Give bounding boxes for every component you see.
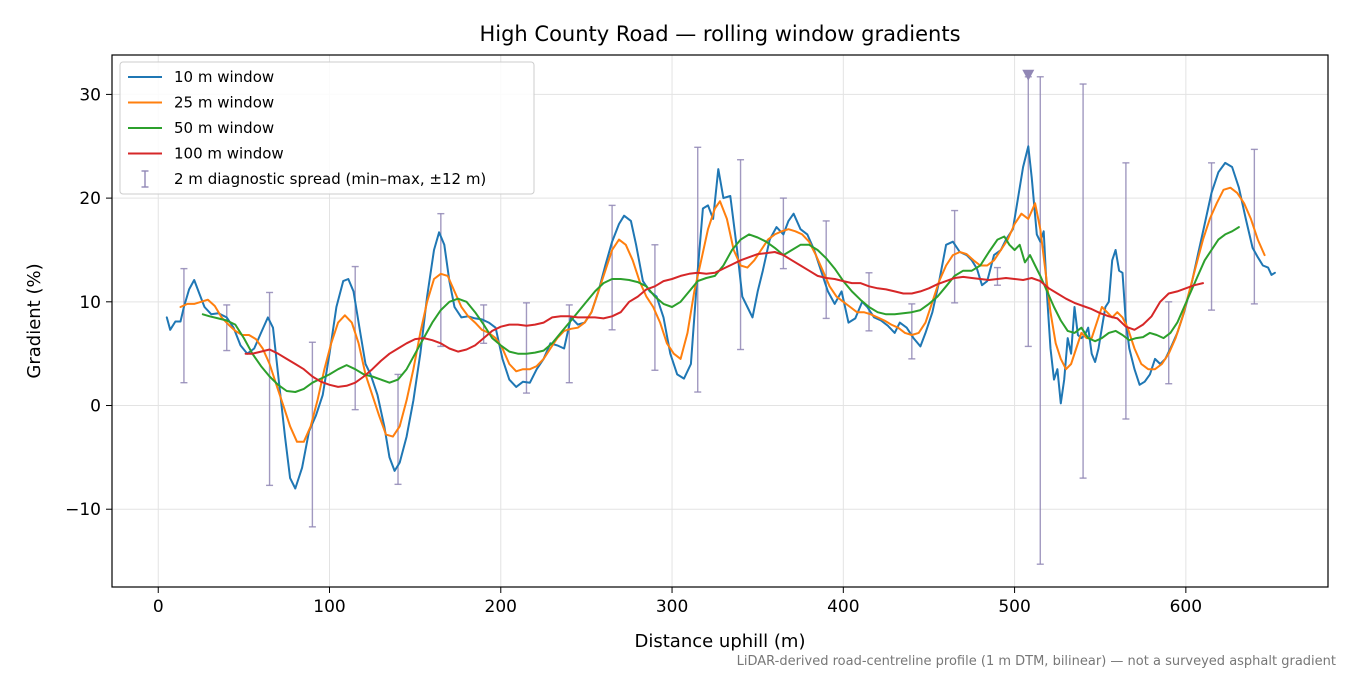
series-lines [165, 145, 1276, 490]
spread-bar [180, 267, 188, 384]
diagnostic-spread-bars [180, 76, 1258, 565]
spread-bar [651, 244, 659, 371]
spread-bar [565, 304, 573, 384]
spread-bar [993, 266, 1001, 286]
spread-bar [522, 302, 530, 394]
spread-bar [351, 265, 359, 411]
spread-bar [266, 291, 274, 487]
spread-bar [865, 272, 873, 332]
spread-bar [1208, 162, 1216, 311]
spread-bar [822, 220, 830, 320]
legend-label: 10 m window [174, 68, 274, 86]
x-tick-label: 600 [1170, 597, 1202, 617]
series-line-1 [179, 186, 1266, 443]
y-tick-label: 0 [90, 397, 101, 417]
spread-bar [608, 204, 616, 331]
footnote: LiDAR-derived road-centreline profile (1… [737, 654, 1336, 669]
y-tick-label: 10 [79, 293, 101, 313]
legend-label: 2 m diagnostic spread (min–max, ±12 m) [174, 170, 486, 188]
triangle-marker [1022, 69, 1035, 81]
legend-item: 2 m diagnostic spread (min–max, ±12 m) [141, 170, 486, 188]
y-tick-label: 30 [79, 85, 101, 105]
legend-label: 50 m window [174, 119, 274, 137]
plot-frame [111, 54, 1329, 588]
series-line-2 [201, 226, 1240, 393]
legend-item: 50 m window [128, 119, 274, 137]
y-axis-label: Gradient (%) [24, 263, 45, 378]
legend-item: 100 m window [128, 145, 284, 163]
spread-bar [1036, 76, 1044, 565]
y-axis: −10 0 10 20 30 [65, 85, 112, 520]
y-tick-label: −10 [65, 500, 101, 520]
series-line-0 [165, 145, 1276, 490]
legend-label: 100 m window [174, 145, 284, 163]
x-axis: 0 100 200 300 400 500 600 [153, 587, 1202, 617]
spread-bar [951, 209, 959, 304]
x-tick-label: 100 [313, 597, 345, 617]
legend-frame [119, 61, 535, 195]
legend: 10 m window 25 m window 50 m window 100 m w… [119, 61, 535, 195]
y-tick-label: 20 [79, 189, 101, 209]
x-tick-label: 200 [485, 597, 517, 617]
legend-label: 25 m window [174, 94, 274, 112]
spread-bar [308, 341, 316, 528]
spread-bar [1165, 301, 1173, 385]
legend-item: 25 m window [128, 94, 274, 112]
series-line-3 [244, 251, 1204, 388]
spread-bar [737, 159, 745, 351]
annotation-marker [1022, 69, 1035, 81]
plot-area [165, 69, 1276, 565]
x-axis-label: Distance uphill (m) [635, 631, 806, 652]
x-tick-label: 400 [827, 597, 859, 617]
spread-bar [223, 304, 231, 352]
x-tick-label: 300 [656, 597, 688, 617]
x-tick-label: 500 [998, 597, 1030, 617]
x-tick-label: 0 [153, 597, 164, 617]
chart-title: High County Road — rolling window gradie… [479, 22, 960, 46]
spread-bar [1079, 83, 1087, 479]
spread-bar [1122, 162, 1130, 420]
legend-item: 10 m window [128, 68, 274, 86]
